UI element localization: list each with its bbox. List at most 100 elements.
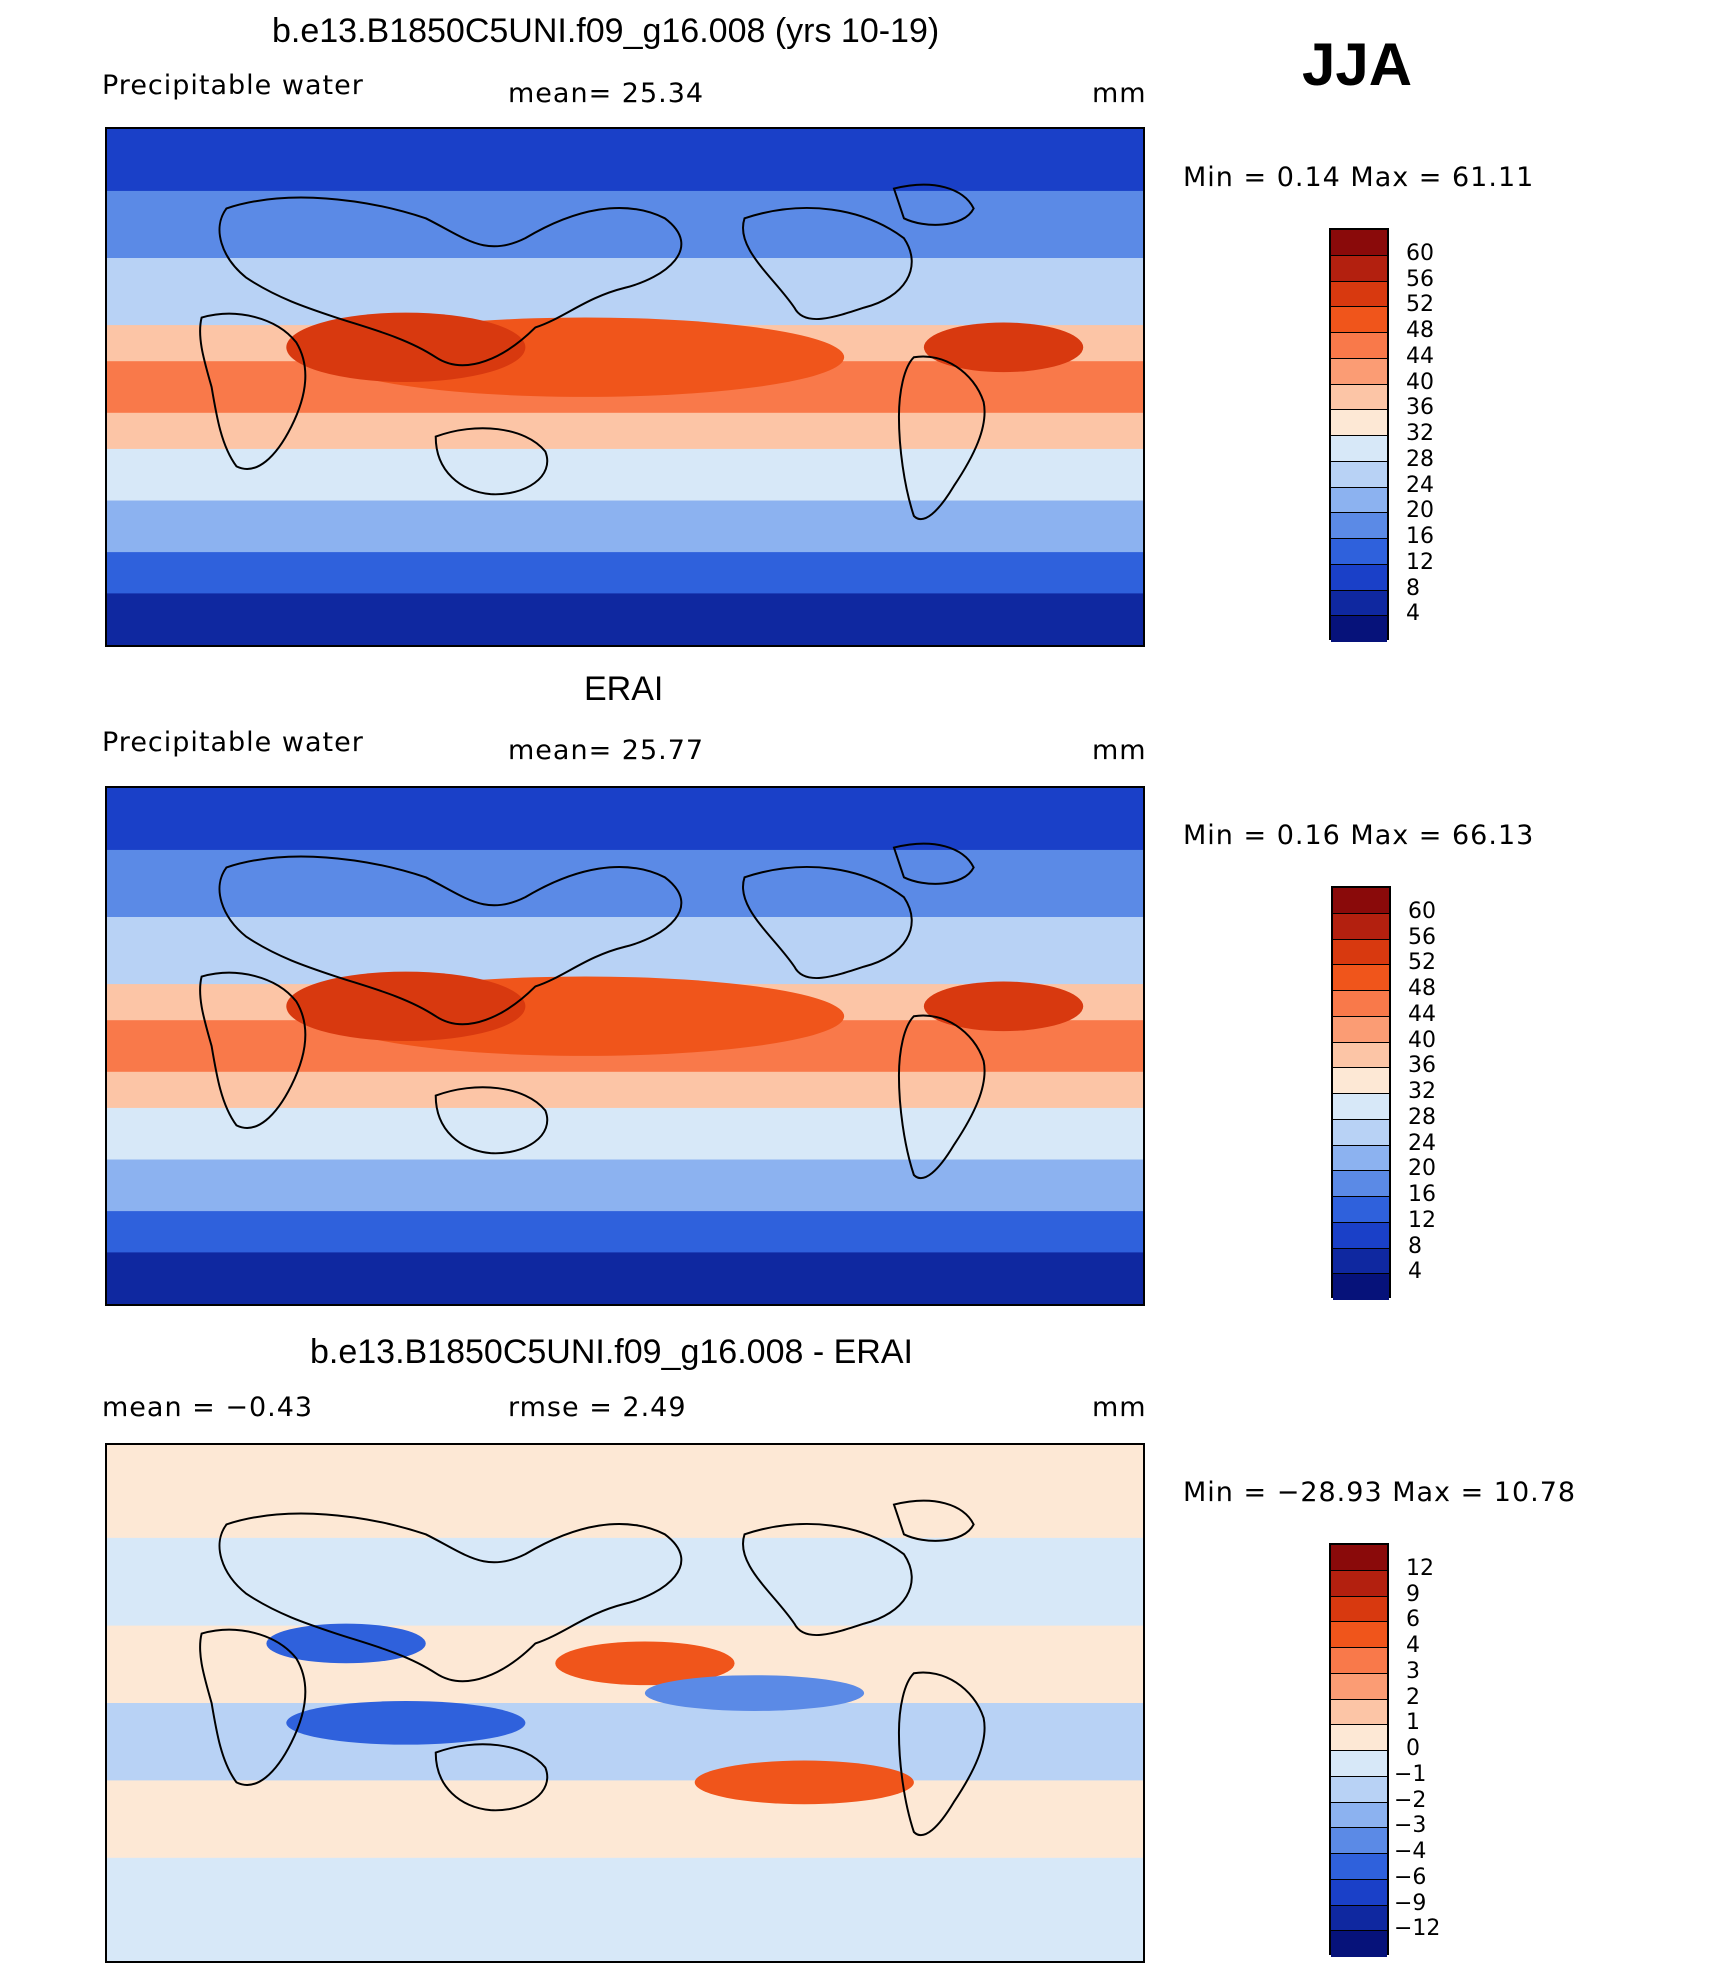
colorbar-tick-label: 40 xyxy=(1406,369,1434,395)
panel-obs-mean: mean= 25.77 xyxy=(508,735,705,766)
colorbar-swatch xyxy=(1333,913,1389,940)
colorbar-tick-label: 16 xyxy=(1406,524,1434,549)
panel-obs-variable: Precipitable water xyxy=(102,727,364,758)
panel-model-title: b.e13.B1850C5UNI.f09_g16.008 (yrs 10-19) xyxy=(272,12,940,50)
colorbar-tick-label: 28 xyxy=(1408,1104,1436,1130)
colorbar-tick-label: −12 xyxy=(1394,1916,1441,1942)
colorbar-tick-label: 52 xyxy=(1408,950,1436,976)
map-model xyxy=(105,127,1145,647)
colorbar-swatch xyxy=(1333,888,1389,914)
panel-model-units: mm xyxy=(1092,78,1147,109)
colorbar-swatch xyxy=(1331,436,1387,462)
colorbar-swatch xyxy=(1331,1828,1387,1854)
colorbar-swatch xyxy=(1331,1879,1387,1906)
colorbar-tick-label: 48 xyxy=(1408,976,1436,1001)
colorbar-swatch xyxy=(1333,1171,1389,1197)
map-obs xyxy=(105,786,1145,1306)
map-diff-graphic xyxy=(107,1445,1143,1961)
colorbar-tick-label: 8 xyxy=(1406,575,1420,601)
colorbar-swatch xyxy=(1333,1145,1389,1172)
colorbar-swatch xyxy=(1331,230,1387,256)
colorbar-tick-label: 40 xyxy=(1408,1027,1436,1053)
colorbar-swatch xyxy=(1331,564,1387,591)
colorbar-swatch xyxy=(1333,991,1389,1017)
colorbar-swatch xyxy=(1333,1197,1389,1223)
panel-diff-title: b.e13.B1850C5UNI.f09_g16.008 - ERAI xyxy=(310,1333,913,1371)
colorbar-tick-label: 52 xyxy=(1406,292,1434,318)
panel-diff-minmax: Min = −28.93 Max = 10.78 xyxy=(1183,1477,1577,1508)
colorbar-swatch xyxy=(1331,1905,1387,1932)
colorbar-tick-label: 48 xyxy=(1406,318,1434,343)
colorbar-swatch xyxy=(1333,1068,1389,1094)
colorbar-tick-label: 44 xyxy=(1408,1001,1436,1027)
colorbar-swatch xyxy=(1331,1622,1387,1648)
colorbar-tick-label: 0 xyxy=(1406,1736,1420,1761)
colorbar-tick-label: 20 xyxy=(1406,498,1434,524)
colorbar-swatch xyxy=(1331,1648,1387,1674)
colorbar-swatch xyxy=(1331,487,1387,514)
colorbar-swatch xyxy=(1331,513,1387,539)
colorbar-swatch xyxy=(1331,1802,1387,1829)
colorbar-tick-label: 4 xyxy=(1406,601,1420,627)
colorbar-tick-label: 9 xyxy=(1406,1581,1420,1607)
colorbar-swatch xyxy=(1333,939,1389,966)
panel-model-mean: mean= 25.34 xyxy=(508,78,705,109)
colorbar-swatch xyxy=(1331,1699,1387,1726)
colorbar-swatch xyxy=(1331,1596,1387,1623)
colorbar-swatch xyxy=(1333,1016,1389,1043)
colorbar-tick-label: 56 xyxy=(1408,924,1436,950)
colorbar-tick-label: −3 xyxy=(1394,1813,1427,1839)
colorbar-diff xyxy=(1329,1543,1389,1957)
colorbar-tick-label: −4 xyxy=(1394,1839,1427,1864)
colorbar-swatch xyxy=(1333,1119,1389,1146)
colorbar-tick-label: 32 xyxy=(1406,421,1434,446)
colorbar-swatch xyxy=(1331,461,1387,488)
colorbar-swatch xyxy=(1331,1776,1387,1803)
colorbar-tick-label: 24 xyxy=(1408,1130,1436,1156)
colorbar-tick-label: 32 xyxy=(1408,1079,1436,1104)
colorbar-tick-label: 20 xyxy=(1408,1156,1436,1182)
colorbar-swatch xyxy=(1331,616,1387,642)
map-diff xyxy=(105,1443,1145,1963)
panel-obs-units: mm xyxy=(1092,735,1147,766)
colorbar-swatch xyxy=(1331,1931,1387,1957)
colorbar-swatch xyxy=(1331,384,1387,411)
colorbar-tick-label: 12 xyxy=(1408,1207,1436,1233)
panel-model-minmax: Min = 0.14 Max = 61.11 xyxy=(1183,162,1535,193)
colorbar-tick-label: 36 xyxy=(1406,395,1434,421)
colorbar-swatch xyxy=(1333,1248,1389,1275)
colorbar-swatch xyxy=(1331,1673,1387,1700)
colorbar-tick-label: 60 xyxy=(1406,240,1434,266)
colorbar-swatch xyxy=(1333,1274,1389,1300)
colorbar-swatch xyxy=(1331,590,1387,617)
panel-diff-rmse: rmse = 2.49 xyxy=(508,1392,687,1423)
panel-obs-title: ERAI xyxy=(584,670,664,708)
colorbar-swatch xyxy=(1331,1854,1387,1880)
colorbar-swatch xyxy=(1331,333,1387,359)
colorbar-tick-label: 12 xyxy=(1406,1555,1434,1581)
map-model-graphic xyxy=(107,129,1143,645)
colorbar-model xyxy=(1329,228,1389,642)
colorbar-swatch xyxy=(1331,255,1387,282)
panel-model-variable: Precipitable water xyxy=(102,70,364,101)
panel-obs-minmax: Min = 0.16 Max = 66.13 xyxy=(1183,820,1535,851)
colorbar-tick-label: 4 xyxy=(1408,1259,1422,1285)
colorbar-swatch xyxy=(1333,1094,1389,1120)
colorbar-tick-label: 3 xyxy=(1406,1658,1420,1684)
colorbar-swatch xyxy=(1331,281,1387,308)
colorbar-tick-label: 16 xyxy=(1408,1182,1436,1207)
colorbar-tick-label: 8 xyxy=(1408,1233,1422,1259)
colorbar-tick-label: 36 xyxy=(1408,1053,1436,1079)
colorbar-obs xyxy=(1331,886,1391,1300)
colorbar-swatch xyxy=(1331,307,1387,333)
colorbar-swatch xyxy=(1333,1042,1389,1069)
colorbar-tick-label: 44 xyxy=(1406,343,1434,369)
map-obs-graphic xyxy=(107,788,1143,1304)
colorbar-swatch xyxy=(1331,1570,1387,1597)
colorbar-tick-label: −1 xyxy=(1394,1761,1427,1787)
colorbar-tick-label: 28 xyxy=(1406,446,1434,472)
colorbar-tick-label: 60 xyxy=(1408,898,1436,924)
colorbar-swatch xyxy=(1333,1222,1389,1249)
colorbar-swatch xyxy=(1331,1725,1387,1751)
colorbar-swatch xyxy=(1331,410,1387,436)
